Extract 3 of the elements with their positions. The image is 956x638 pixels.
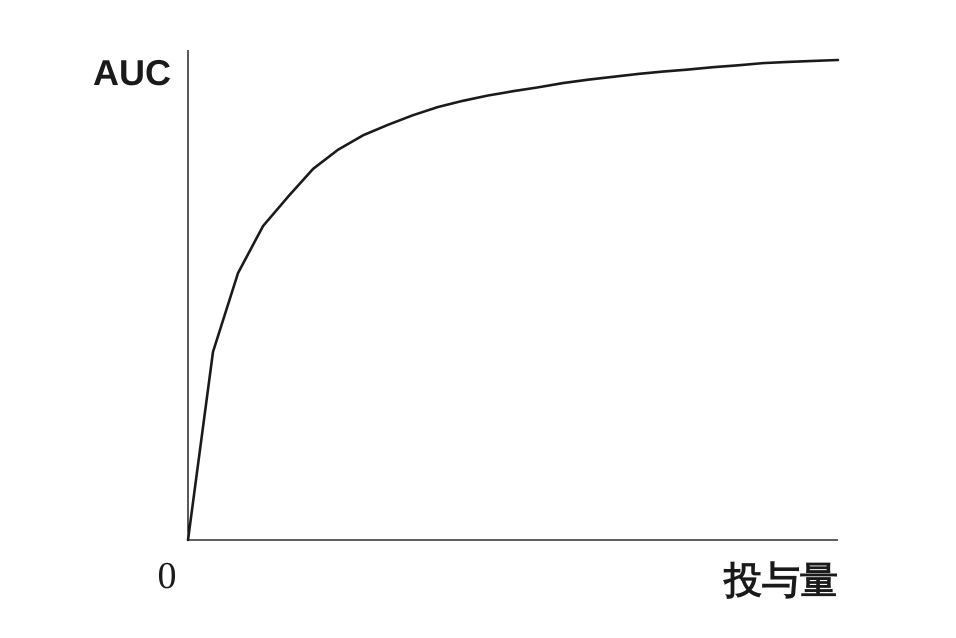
x-axis-title: 投与量 — [722, 558, 838, 602]
y-axis-title: AUC — [93, 52, 171, 93]
text: 0 — [158, 555, 176, 597]
